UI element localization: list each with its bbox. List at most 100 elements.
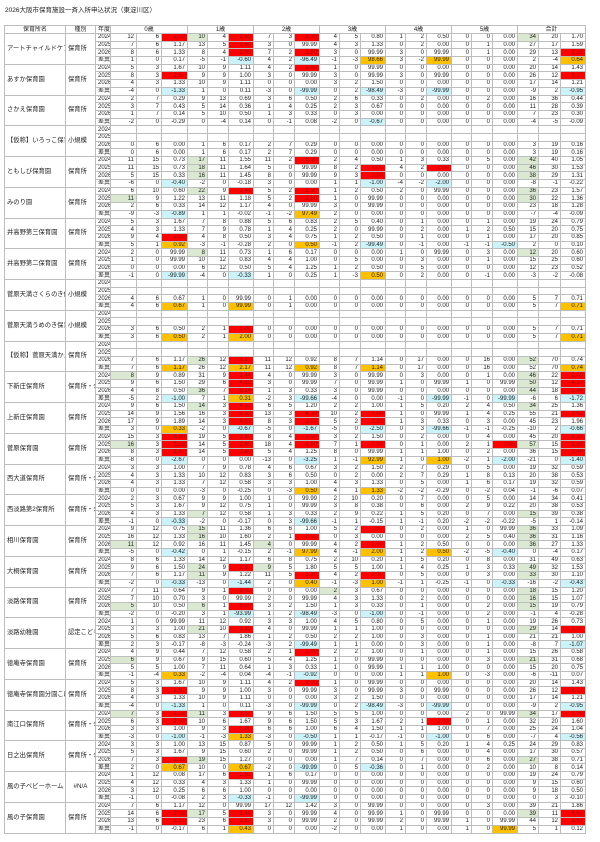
ratio-cell: 1.00 [426,448,452,457]
table-row: 2025 14 6 2.33 17 5 3.40 3 0 99.99 4 0 99.99 1 0 99.99 0… [5,809,586,819]
applicants-cell: 42 [517,156,539,165]
applicants-cell: 9 [110,563,137,573]
capacity-cell: 2 [339,740,361,749]
ratio-cell: 2.23 [560,48,586,58]
capacity-cell: 3 [207,402,229,411]
ratio-cell: -0.36 [360,763,386,772]
ratio-cell: 2.50 [294,186,320,196]
ratio-cell: 99.99 [228,302,254,311]
capacity-cell: 1 [538,517,561,526]
capacity-cell: 2 [339,471,361,480]
capacity-cell: 0 [273,701,295,711]
capacity-cell: 9 [207,678,229,688]
ratio-cell: 0.73 [161,156,188,165]
ratio-cell: 0.00 [426,325,452,334]
ratio-cell: 99.99 [360,386,386,396]
applicants-cell: 0 [253,79,274,88]
capacity-cell: 0 [405,624,427,634]
capacity-cell: 2 [339,402,361,411]
ratio-cell: 0.75 [161,525,188,534]
capacity-cell: 6 [136,378,162,388]
applicants-cell [517,125,539,134]
ratio-cell: 1.36 [560,402,586,411]
capacity-cell: 2 [273,48,295,58]
ratio-cell: 0.33 [426,156,452,165]
capacity-cell: 6 [273,771,295,780]
applicants-cell: 0 [451,71,472,81]
ratio-cell: 1.17 [161,355,188,365]
ratio-cell: 1.36 [560,194,586,204]
capacity-cell: 1 [405,448,427,457]
facility-type: 小規模 [65,279,96,311]
ratio-cell: 0.00 [161,263,188,273]
applicants-cell: 0 [451,732,472,742]
capacity-cell [273,317,295,327]
table-row: 2025 7 6 1.17 13 5 2.60 3 0 99.99 4 3 1.33 0 2 0.00 0 1 0.… [5,40,586,50]
ratio-cell: 0.00 [426,63,452,73]
capacity-cell: 12 [136,532,162,542]
capacity-cell: 9 [207,686,229,696]
ratio-cell: 0.83 [161,632,188,642]
capacity-cell: -1 [405,517,427,526]
applicants-cell: 11 [253,355,274,365]
capacity-cell: 0 [273,732,295,742]
ratio-cell: 0.75 [560,225,586,234]
capacity-cell [471,286,493,296]
ratio-cell: 0.00 [426,79,452,88]
ratio-cell: 1.33 [228,732,254,742]
year-cell: 差異 [95,86,111,96]
ratio-cell: 0.00 [492,94,518,104]
facility-name: 上新庄保育園 [4,402,66,434]
applicants-cell: 4 [253,678,274,688]
ratio-cell: -0.33 [228,794,254,803]
applicants-cell: -6 [517,394,539,403]
ratio-cell: 0.79 [560,217,586,227]
capacity-cell: 26 [538,648,561,657]
applicants-cell: 5 [517,294,539,304]
capacity-cell: 31 [538,655,561,665]
capacity-cell: 5 [405,617,427,626]
ratio-cell: 0.00 [426,586,452,596]
ratio-cell: 1.25 [294,448,320,457]
table-row: 差異 -1 -4 0.33 -2 -4 0.04 -4 -1 -0.92 0 0 0.00 1 1 1.00 0… [5,671,586,680]
applicants-cell: -1 [319,240,340,250]
capacity-cell: 0 [207,179,229,188]
ratio-cell: 2.20 [294,571,320,580]
header-row: 保育所名 種別 年度 0歳 1歳 2歳 3歳 4歳 5歳 合計 [4,25,586,34]
ratio-cell: 2.00 [294,648,320,657]
applicants-cell: 0 [451,179,472,188]
applicants-cell: -1 [319,517,340,526]
ratio-cell [560,317,586,327]
applicants-cell: 4 [319,40,340,50]
applicants-cell: 7 [253,48,274,58]
ratio-cell: 0.44 [560,94,586,104]
applicants-cell: 0 [385,609,406,619]
applicants-cell: -3 [253,732,274,742]
applicants-cell: -1 [385,578,406,588]
facility-type: 保育所 [65,186,96,219]
ratio-cell: 0.58 [228,509,254,519]
applicants-cell: -4 [385,179,406,188]
ratio-cell [492,317,518,327]
applicants-cell: 2 [110,248,137,257]
capacity-cell: 12 [273,363,295,373]
ratio-cell: 2.50 [294,194,320,204]
capacity-cell: 0 [405,455,427,465]
applicants-cell: -2 [253,394,274,403]
applicants-cell: 8 [110,686,137,696]
ratio-cell: -1.00 [360,609,386,619]
capacity-cell: 6 [136,294,162,304]
ratio-cell: 0.16 [560,148,586,157]
applicants-cell [319,340,340,350]
applicants-cell: 20 [517,63,539,73]
table-row: 差異 -6 0 -0.40 -2 0 -0.18 3 0 0.00 1 1 -1.00 -4 -2 -2.00… [5,179,586,188]
ratio-cell [228,340,254,350]
facility-name: 【仮称】菅原天満かえでのき保育園 [4,340,66,373]
applicants-cell: 0 [385,648,406,657]
capacity-cell: 0 [339,386,361,396]
capacity-cell: 0 [273,540,295,550]
capacity-cell: 7 [207,386,229,396]
applicants-cell: 0 [451,79,472,88]
capacity-cell: 25 [538,402,561,411]
capacity-cell: 9 [136,648,162,657]
